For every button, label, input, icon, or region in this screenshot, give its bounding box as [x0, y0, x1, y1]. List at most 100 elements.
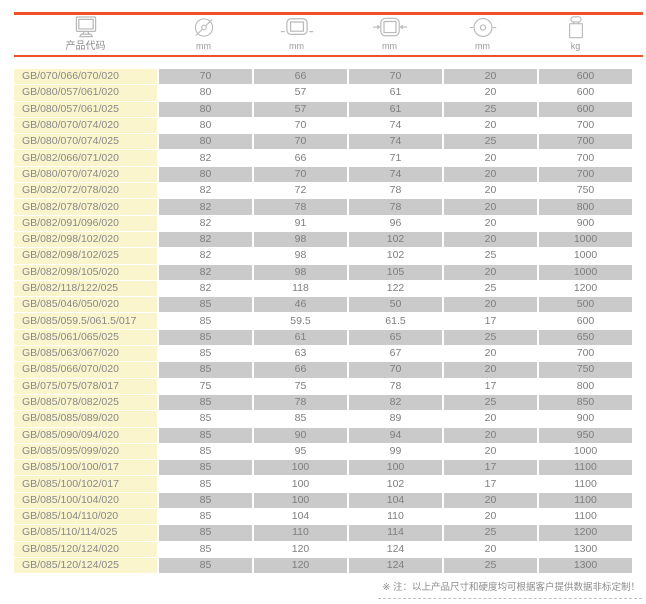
value-cell: 650	[539, 329, 632, 346]
value-cell: 98	[254, 248, 347, 264]
value-cell: 25	[444, 329, 537, 346]
value-cell: 20	[444, 541, 537, 557]
value-cell: 85	[159, 492, 252, 509]
value-cell: 61	[349, 101, 442, 117]
value-cell: 104	[349, 492, 442, 509]
product-code-cell: GB/082/091/096/020	[14, 215, 157, 231]
value-cell: 100	[254, 492, 347, 509]
table-header: 产品代码 mm mm	[14, 16, 632, 52]
table-row: GB/085/090/094/020 85 90 94 20 950	[14, 427, 632, 443]
value-cell: 80	[159, 134, 252, 150]
value-cell: 100	[254, 476, 347, 492]
unit-label: mm	[382, 41, 397, 51]
table-row: GB/085/061/065/025 85 61 65 25 650	[14, 329, 632, 346]
value-cell: 75	[254, 378, 347, 394]
value-cell: 1200	[539, 280, 632, 297]
value-cell: 85	[159, 297, 252, 313]
value-cell: 89	[349, 411, 442, 427]
value-cell: 85	[159, 329, 252, 346]
value-cell: 120	[254, 541, 347, 557]
value-cell: 70	[254, 134, 347, 150]
table-row: GB/085/046/050/020 85 46 50 20 500	[14, 297, 632, 313]
table-row: GB/085/104/110/020 85 104 110 20 1100	[14, 509, 632, 525]
value-cell: 20	[444, 231, 537, 248]
footer-note-text: ※ 注：以上产品尺寸和硬度均可根据客户提供数据非标定制！	[382, 582, 640, 593]
value-cell: 600	[539, 85, 632, 101]
value-cell: 94	[349, 427, 442, 443]
value-cell: 20	[444, 297, 537, 313]
value-cell: 85	[159, 460, 252, 476]
value-cell: 78	[254, 199, 347, 215]
product-code-cell: GB/085/110/114/025	[14, 525, 157, 541]
value-cell: 85	[159, 427, 252, 443]
product-code-cell: GB/082/098/102/025	[14, 248, 157, 264]
value-cell: 700	[539, 134, 632, 150]
table-row: GB/082/098/102/025 82 98 102 25 1000	[14, 248, 632, 264]
value-cell: 102	[349, 476, 442, 492]
product-code-cell: GB/085/100/104/020	[14, 492, 157, 509]
value-cell: 98	[254, 264, 347, 280]
unit-label: mm	[289, 41, 304, 51]
value-cell: 25	[444, 557, 537, 574]
value-cell: 80	[159, 85, 252, 101]
value-cell: 82	[159, 248, 252, 264]
value-cell: 124	[349, 541, 442, 557]
computer-icon	[75, 16, 96, 38]
value-cell: 95	[254, 443, 347, 460]
value-cell: 74	[349, 134, 442, 150]
unit-label: mm	[475, 41, 490, 51]
table-row: GB/085/063/067/020 85 63 67 20 700	[14, 346, 632, 362]
value-cell: 100	[349, 460, 442, 476]
value-cell: 20	[444, 411, 537, 427]
product-code-cell: GB/082/078/078/020	[14, 199, 157, 215]
table-row: GB/085/085/089/020 85 85 89 20 900	[14, 411, 632, 427]
value-cell: 25	[444, 525, 537, 541]
column-header-product-code: 产品代码	[14, 16, 157, 52]
value-cell: 25	[444, 134, 537, 150]
product-code-cell: GB/082/098/102/020	[14, 231, 157, 248]
table-row: GB/085/100/102/017 85 100 102 17 1100	[14, 476, 632, 492]
value-cell: 85	[159, 411, 252, 427]
column-header-wheel-diameter: mm	[157, 16, 250, 52]
table-row: GB/085/078/082/025 85 78 82 25 850	[14, 394, 632, 411]
value-cell: 800	[539, 378, 632, 394]
value-cell: 20	[444, 117, 537, 134]
value-cell: 20	[444, 150, 537, 166]
product-code-cell: GB/085/095/099/020	[14, 443, 157, 460]
product-code-cell: GB/085/066/070/020	[14, 362, 157, 378]
value-cell: 20	[444, 492, 537, 509]
value-cell: 85	[159, 443, 252, 460]
value-cell: 700	[539, 150, 632, 166]
value-cell: 17	[444, 460, 537, 476]
product-code-label: 产品代码	[65, 41, 106, 52]
value-cell: 82	[159, 231, 252, 248]
value-cell: 20	[444, 443, 537, 460]
value-cell: 700	[539, 346, 632, 362]
product-code-cell: GB/085/061/065/025	[14, 329, 157, 346]
value-cell: 70	[254, 117, 347, 134]
wheel-overall-width-icon	[372, 17, 407, 37]
product-code-cell: GB/080/070/074/020	[14, 117, 157, 134]
value-cell: 900	[539, 411, 632, 427]
product-code-cell: GB/085/100/100/017	[14, 460, 157, 476]
table-row: GB/085/100/100/017 85 100 100 17 1100	[14, 460, 632, 476]
value-cell: 1100	[539, 460, 632, 476]
value-cell: 82	[159, 280, 252, 297]
value-cell: 57	[254, 85, 347, 101]
value-cell: 66	[254, 150, 347, 166]
value-cell: 1000	[539, 443, 632, 460]
wheel-width-icon	[280, 18, 313, 35]
value-cell: 750	[539, 183, 632, 199]
value-cell: 70	[349, 69, 442, 85]
table-row: GB/085/110/114/025 85 110 114 25 1200	[14, 525, 632, 541]
value-cell: 57	[254, 101, 347, 117]
product-code-cell: GB/082/072/078/020	[14, 183, 157, 199]
value-cell: 114	[349, 525, 442, 541]
value-cell: 99	[349, 443, 442, 460]
value-cell: 74	[349, 117, 442, 134]
column-header-bore-diameter: mm	[436, 16, 529, 52]
load-capacity-icon	[568, 16, 583, 39]
value-cell: 85	[159, 509, 252, 525]
wheel-diameter-icon	[194, 18, 213, 37]
bore-diameter-icon	[469, 18, 496, 37]
